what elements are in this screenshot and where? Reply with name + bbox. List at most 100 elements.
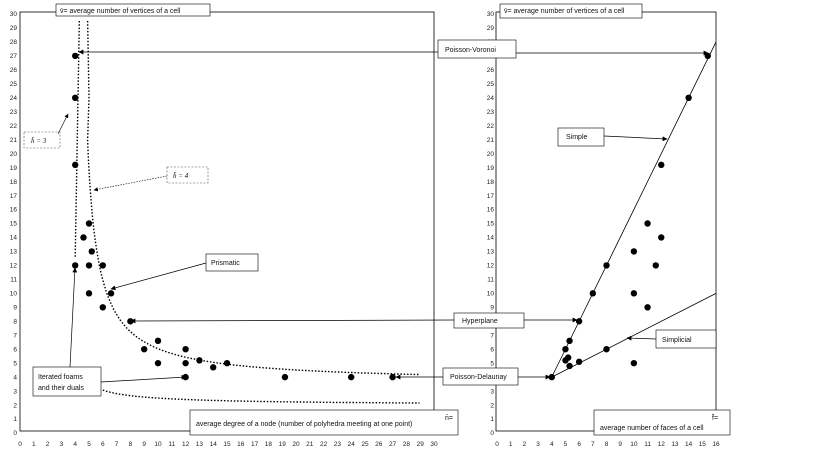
- left-y-tick-label: 10: [10, 291, 18, 298]
- h-bar-3-label: h̄ = 3: [31, 137, 47, 145]
- right-x-tick-label: 11: [644, 441, 651, 448]
- right-x-tick-label: 16: [712, 441, 720, 448]
- left-x-tick-label: 8: [129, 441, 133, 448]
- simple-line: [551, 41, 717, 378]
- left-data-point: [196, 357, 203, 364]
- left-x-tick-label: 5: [87, 441, 91, 448]
- right-x-tick-label: 13: [671, 441, 679, 448]
- right-y-tick-label: 16: [487, 207, 495, 214]
- left-x-tick-label: 1: [32, 441, 36, 448]
- right-y-tick-label: 10: [487, 291, 495, 298]
- left-data-point: [72, 94, 79, 102]
- left-x-tick-label: 30: [430, 441, 438, 448]
- left-x-tick-label: 24: [348, 441, 356, 448]
- simple-box: [557, 127, 605, 147]
- left-x-tick-label: 20: [292, 441, 300, 448]
- right-xlabel: average number of faces of a cell: [600, 425, 704, 432]
- left-y-tick-label: 11: [10, 277, 17, 284]
- right-data-point: [704, 52, 711, 60]
- left-y-tick-label: 21: [10, 137, 18, 144]
- right-title: v̄= average number of vertices of a cell: [504, 8, 625, 15]
- hyperplane-box: [453, 312, 525, 329]
- left-x-tick-label: 7: [115, 441, 119, 448]
- right-x-tick-label: 12: [658, 441, 666, 448]
- right-x-tick-label: 4: [550, 441, 554, 448]
- left-x-tick-label: 16: [237, 441, 245, 448]
- left-panel: 0 1 2 3 4 5 6 7 8 9 10 11 12 13 14 15 16 17 18 19 20 21 22 23 24…: [10, 3, 459, 448]
- right-y-tick-label: 25: [487, 81, 495, 88]
- left-data-point: [99, 262, 107, 269]
- left-y-tick-label: 4: [13, 374, 17, 381]
- right-title-box: [499, 3, 643, 19]
- simple-label: Simple: [566, 134, 588, 141]
- right-x-tick-label: 3: [536, 441, 540, 448]
- right-data-point: [566, 337, 573, 345]
- right-data-point: [589, 290, 597, 297]
- iterated-label-line1: Iterated foams: [38, 374, 83, 381]
- right-data-point: [603, 346, 610, 353]
- right-xlabel-box: [593, 409, 731, 436]
- right-x-tick-label: 14: [685, 441, 693, 448]
- left-x-tick-label: 13: [196, 441, 204, 448]
- right-x-tick-label: 1: [509, 441, 513, 448]
- left-data-point: [85, 290, 93, 297]
- left-data-point: [107, 290, 115, 297]
- left-data-point: [99, 304, 107, 311]
- right-y-tick-label: 13: [487, 249, 495, 256]
- poisson-voronoi-label: Poisson-Voronoi: [445, 47, 496, 54]
- right-x-tick-label: 10: [630, 441, 638, 448]
- right-y-tick-label: 26: [487, 67, 495, 74]
- right-x-ticks: 0 1 2 3 4 5 6 7 8 9 10 11 12 13 14 15 16: [495, 441, 720, 448]
- right-data-point: [644, 220, 651, 227]
- iterated-box: [32, 366, 102, 397]
- left-x-tick-label: 28: [403, 441, 411, 448]
- right-data-point: [564, 354, 572, 361]
- right-x-tick-label: 6: [577, 441, 581, 448]
- left-y-tick-label: 22: [10, 123, 18, 130]
- left-data-point: [348, 373, 355, 381]
- right-y-tick-label: 18: [487, 179, 495, 186]
- left-data-point: [80, 234, 87, 241]
- right-data-point: [630, 359, 638, 367]
- left-y-tick-label: 24: [10, 95, 18, 102]
- left-x-tick-label: 17: [251, 441, 259, 448]
- iterated-pointer-right: [100, 374, 187, 383]
- right-y-tick-label: 3: [490, 388, 494, 395]
- right-data-point: [630, 290, 638, 297]
- left-data-point: [223, 359, 231, 367]
- right-data-point: [658, 161, 665, 169]
- left-x-tick-label: 26: [375, 441, 383, 448]
- left-y-tick-label: 2: [13, 402, 17, 409]
- poisson-delaunay-label: Poisson-Delaunay: [450, 374, 507, 381]
- curve-h-bar-4: [86, 20, 420, 376]
- left-xlabel: average degree of a node (number of poly…: [196, 421, 412, 428]
- simple-pointer: [603, 135, 668, 142]
- left-data-point: [141, 346, 148, 353]
- right-y-tick-label: 12: [487, 263, 495, 270]
- left-y-tick-label: 7: [13, 332, 17, 339]
- left-y-tick-label: 0: [13, 430, 17, 437]
- prismatic-pointer: [110, 262, 207, 291]
- left-y-tick-label: 18: [10, 179, 18, 186]
- left-title-box: [55, 3, 211, 17]
- right-y-tick-label: 20: [487, 151, 495, 158]
- h-bar-4-label: h̄ = 4: [173, 172, 189, 180]
- right-y-tick-label: 21: [487, 137, 495, 144]
- left-x-tick-label: 15: [223, 441, 231, 448]
- right-y-tick-label: 7: [490, 332, 494, 339]
- curve-h-bar-3: [74, 20, 420, 404]
- left-y-tick-label: 12: [10, 263, 18, 270]
- right-data-point: [685, 94, 692, 102]
- left-data-point: [281, 373, 289, 381]
- right-y-tick-label: 2: [490, 402, 494, 409]
- left-data-point: [88, 248, 95, 255]
- right-y-tick-label: 29: [487, 25, 495, 32]
- left-y-tick-label: 3: [13, 388, 17, 395]
- poisson-voronoi-box: [437, 39, 517, 59]
- left-title: v̄= average number of vertices of a cell: [60, 8, 181, 15]
- left-data-points: [72, 52, 396, 381]
- left-x-tick-label: 18: [265, 441, 273, 448]
- right-xlabel-symbol: f̄=: [712, 414, 718, 422]
- left-x-tick-label: 19: [279, 441, 287, 448]
